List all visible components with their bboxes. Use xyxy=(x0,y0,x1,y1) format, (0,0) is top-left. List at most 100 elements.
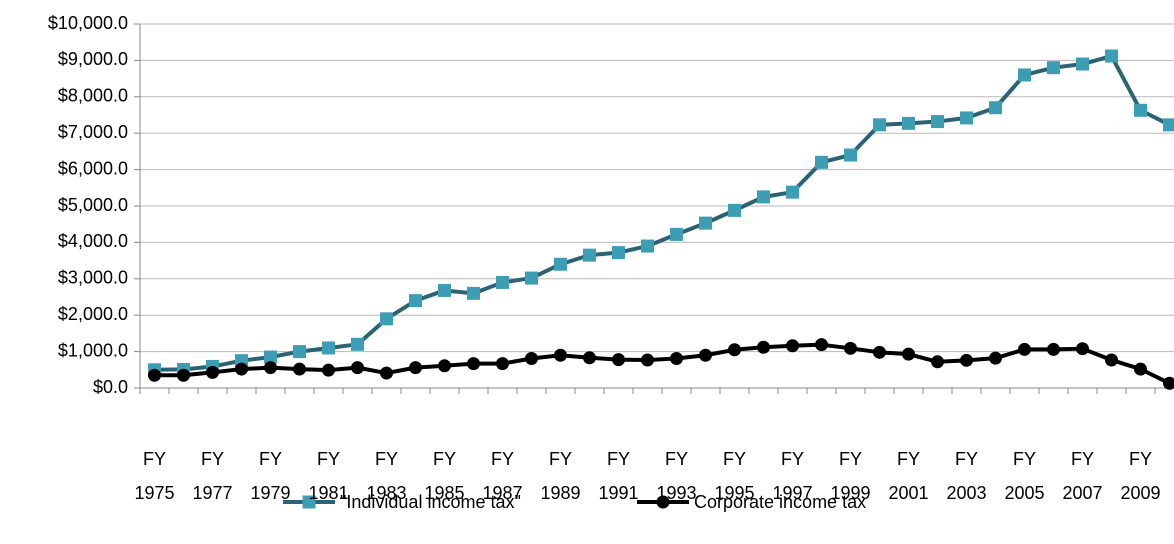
marker xyxy=(1105,353,1118,367)
marker xyxy=(380,312,393,326)
marker xyxy=(728,343,741,357)
marker xyxy=(902,116,915,130)
y-tick-label: $3,000.0 xyxy=(58,268,128,288)
marker xyxy=(1047,61,1060,75)
marker xyxy=(525,352,538,366)
marker xyxy=(815,338,828,352)
marker xyxy=(351,361,364,375)
marker xyxy=(873,118,886,132)
x-tick-label: FY 1983 xyxy=(366,449,407,503)
marker xyxy=(931,115,944,129)
x-tick-label: FY 1985 xyxy=(424,449,465,503)
marker xyxy=(1076,57,1089,71)
marker xyxy=(1105,49,1118,63)
marker xyxy=(641,239,654,253)
x-tick-label: FY 2009 xyxy=(1120,449,1161,503)
x-tick-label: FY 1989 xyxy=(540,449,581,503)
marker xyxy=(1076,342,1089,356)
y-tick-label: $10,000.0 xyxy=(48,13,128,33)
marker xyxy=(264,350,277,364)
marker xyxy=(322,341,335,355)
marker xyxy=(757,190,770,204)
marker xyxy=(438,283,451,297)
x-tick-label: FY 1977 xyxy=(192,449,233,503)
marker xyxy=(206,365,219,379)
marker xyxy=(873,345,886,359)
marker xyxy=(1018,68,1031,82)
marker xyxy=(496,357,509,371)
marker xyxy=(844,148,857,162)
marker xyxy=(699,348,712,362)
marker xyxy=(641,353,654,367)
x-tick-label: FY 1995 xyxy=(714,449,755,503)
marker xyxy=(931,355,944,369)
y-tick-label: $4,000.0 xyxy=(58,231,128,251)
x-tick-label: FY 1979 xyxy=(250,449,291,503)
marker xyxy=(496,275,509,289)
marker xyxy=(670,352,683,366)
x-tick-label: FY 1997 xyxy=(772,449,813,503)
series-line xyxy=(154,54,1171,372)
marker xyxy=(148,368,161,382)
y-tick-label: $7,000.0 xyxy=(58,122,128,142)
y-tick-label: $9,000.0 xyxy=(58,49,128,69)
legend-marker xyxy=(302,495,316,509)
marker xyxy=(989,351,1002,365)
marker xyxy=(293,362,306,376)
legend-label: "Individual income tax" xyxy=(340,492,521,512)
marker xyxy=(1047,342,1060,356)
x-tick-label: FY 1975 xyxy=(134,449,175,503)
marker xyxy=(351,337,364,351)
marker xyxy=(612,246,625,260)
marker xyxy=(554,257,567,271)
marker xyxy=(960,353,973,367)
marker xyxy=(322,363,335,377)
marker xyxy=(612,353,625,367)
marker xyxy=(409,361,422,375)
x-tick-label: FY 1999 xyxy=(830,449,871,503)
marker xyxy=(1018,342,1031,356)
legend-label: Corporate income tax xyxy=(694,492,866,512)
marker xyxy=(1134,362,1147,376)
legend-marker xyxy=(656,495,670,509)
marker xyxy=(786,185,799,199)
y-tick-label: $8,000.0 xyxy=(58,86,128,106)
x-tick-label: FY 1981 xyxy=(308,449,349,503)
marker xyxy=(1163,118,1174,132)
x-tick-label: FY 2005 xyxy=(1004,449,1045,503)
marker xyxy=(438,359,451,373)
x-tick-label: FY 1991 xyxy=(598,449,639,503)
marker xyxy=(960,111,973,125)
marker xyxy=(380,366,393,380)
y-tick-label: $0.0 xyxy=(93,377,128,397)
y-tick-label: $6,000.0 xyxy=(58,158,128,178)
marker xyxy=(525,271,538,285)
x-tick-label: FY 1993 xyxy=(656,449,697,503)
x-tick-label: FY 2003 xyxy=(946,449,987,503)
marker xyxy=(1134,103,1147,117)
marker xyxy=(177,368,190,382)
x-tick-label: FY 1987 xyxy=(482,449,523,503)
marker xyxy=(699,216,712,230)
marker xyxy=(728,203,741,217)
marker xyxy=(583,351,596,365)
marker xyxy=(757,340,770,354)
marker xyxy=(235,362,248,376)
marker xyxy=(670,227,683,241)
marker xyxy=(844,341,857,355)
marker xyxy=(989,101,1002,115)
marker xyxy=(467,357,480,371)
y-tick-label: $1,000.0 xyxy=(58,340,128,360)
marker xyxy=(786,339,799,353)
x-tick-label: FY 2001 xyxy=(888,449,929,503)
marker xyxy=(264,361,277,375)
marker xyxy=(467,286,480,300)
marker xyxy=(1163,376,1174,390)
x-tick-label: FY 2007 xyxy=(1062,449,1103,503)
marker xyxy=(583,248,596,262)
y-tick-label: $2,000.0 xyxy=(58,304,128,324)
marker xyxy=(554,348,567,362)
marker xyxy=(815,155,828,169)
